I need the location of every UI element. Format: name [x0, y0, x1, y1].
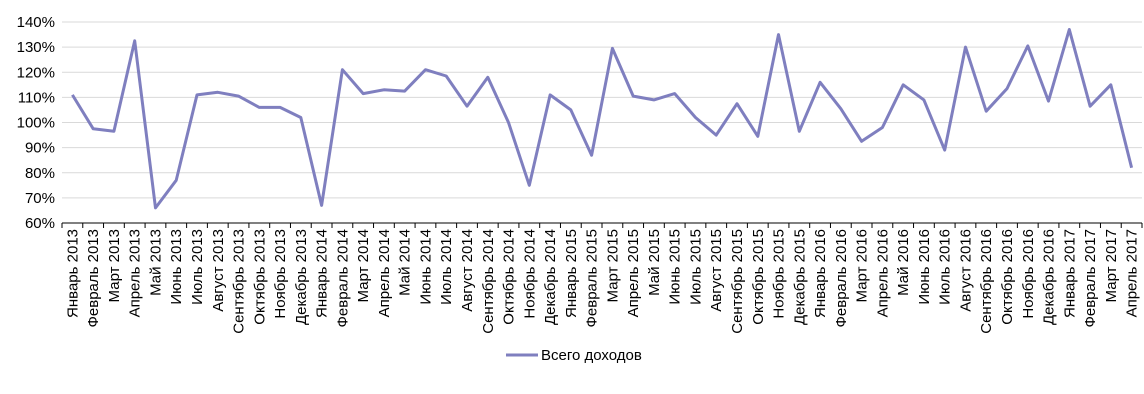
x-tick-label: Август 2015	[708, 229, 725, 312]
x-tick-label: Май 2013	[147, 229, 164, 296]
x-tick-label: Декабрь 2013	[293, 229, 310, 325]
y-tick-label: 130%	[17, 39, 55, 56]
x-tick-label: Ноябрь 2014	[521, 229, 538, 319]
x-tick-label: Август 2014	[459, 229, 476, 312]
x-tick-label: Март 2013	[106, 229, 123, 302]
x-tick-label: Июнь 2013	[168, 229, 185, 305]
x-tick-label: Февраль 2015	[584, 229, 601, 328]
series-line-vsego-dohodov	[71, 28, 1134, 210]
y-tick-label: 100%	[17, 115, 55, 132]
x-tick-label: Август 2016	[957, 229, 974, 312]
x-tick-label: Апрель 2015	[625, 229, 642, 317]
x-tick-label: Октябрь 2015	[750, 229, 767, 325]
x-tick-label: Октябрь 2016	[999, 229, 1016, 325]
y-tick-label: 60%	[25, 215, 55, 232]
x-tick-label: Май 2014	[397, 229, 414, 296]
x-tick-label: Июль 2013	[189, 229, 206, 305]
x-tick-label: Октябрь 2013	[251, 229, 268, 325]
x-tick-label: Сентябрь 2016	[978, 229, 995, 334]
x-tick-label: Апрель 2013	[127, 229, 144, 317]
series-layer	[71, 28, 1134, 210]
x-tick-label: Январь 2014	[314, 229, 331, 318]
x-tick-label: Июль 2016	[937, 229, 954, 305]
legend: Всего доходов	[506, 347, 642, 364]
y-tick-label: 90%	[25, 140, 55, 157]
x-tick-label: Июль 2014	[438, 229, 455, 305]
x-tick-label: Апрель 2017	[1124, 229, 1141, 317]
x-tick-label: Декабрь 2014	[542, 229, 559, 325]
x-tick-label: Январь 2017	[1061, 229, 1078, 318]
x-tick-label: Июнь 2015	[667, 229, 684, 305]
legend-label-vsego-dohodov: Всего доходов	[541, 347, 642, 364]
y-tick-label: 80%	[25, 165, 55, 182]
y-tick-label: 110%	[18, 89, 55, 106]
x-tick-label: Май 2015	[646, 229, 663, 296]
x-tick-label: Июнь 2016	[916, 229, 933, 305]
x-tick-label: Май 2016	[895, 229, 912, 296]
x-tick-label: Январь 2015	[563, 229, 580, 318]
y-axis-ticks: 60% 70% 80% 90% 100% 110% 120% 130% 140%	[17, 14, 55, 232]
x-tick-label: Февраль 2017	[1082, 229, 1099, 328]
x-tick-label: Март 2014	[355, 229, 372, 302]
x-tick-label: Март 2017	[1103, 229, 1120, 302]
x-tick-label: Сентябрь 2013	[231, 229, 248, 334]
x-tick-label: Апрель 2016	[874, 229, 891, 317]
x-tick-label: Ноябрь 2016	[1020, 229, 1037, 319]
x-tick-label: Август 2013	[210, 229, 227, 312]
y-tick-label: 70%	[25, 190, 55, 207]
y-tick-label: 140%	[17, 14, 55, 31]
x-tick-label: Февраль 2013	[85, 229, 102, 328]
x-tick-label: Февраль 2014	[334, 229, 351, 328]
x-tick-label: Апрель 2014	[376, 229, 393, 317]
x-tick-label: Ноябрь 2013	[272, 229, 289, 319]
x-tick-label: Март 2015	[604, 229, 621, 302]
x-tick-label: Январь 2013	[64, 229, 81, 318]
x-axis-ticks: Январь 2013 Февраль 2013 Март 2013 Апрель 2…	[61, 223, 1143, 334]
x-tick-label: Декабрь 2016	[1041, 229, 1058, 325]
x-tick-label: Сентябрь 2015	[729, 229, 746, 334]
x-tick-label: Декабрь 2015	[791, 229, 808, 325]
gridlines	[62, 21, 1142, 199]
x-tick-label: Июнь 2014	[417, 229, 434, 305]
x-tick-label: Февраль 2016	[833, 229, 850, 328]
x-tick-label: Ноябрь 2015	[771, 229, 788, 319]
x-tick-label: Октябрь 2014	[501, 229, 518, 325]
x-tick-label: Сентябрь 2014	[480, 229, 497, 334]
x-tick-label: Январь 2016	[812, 229, 829, 318]
x-tick-label: Июль 2015	[687, 229, 704, 305]
y-tick-label: 120%	[17, 64, 55, 81]
x-tick-label: Март 2016	[854, 229, 871, 302]
